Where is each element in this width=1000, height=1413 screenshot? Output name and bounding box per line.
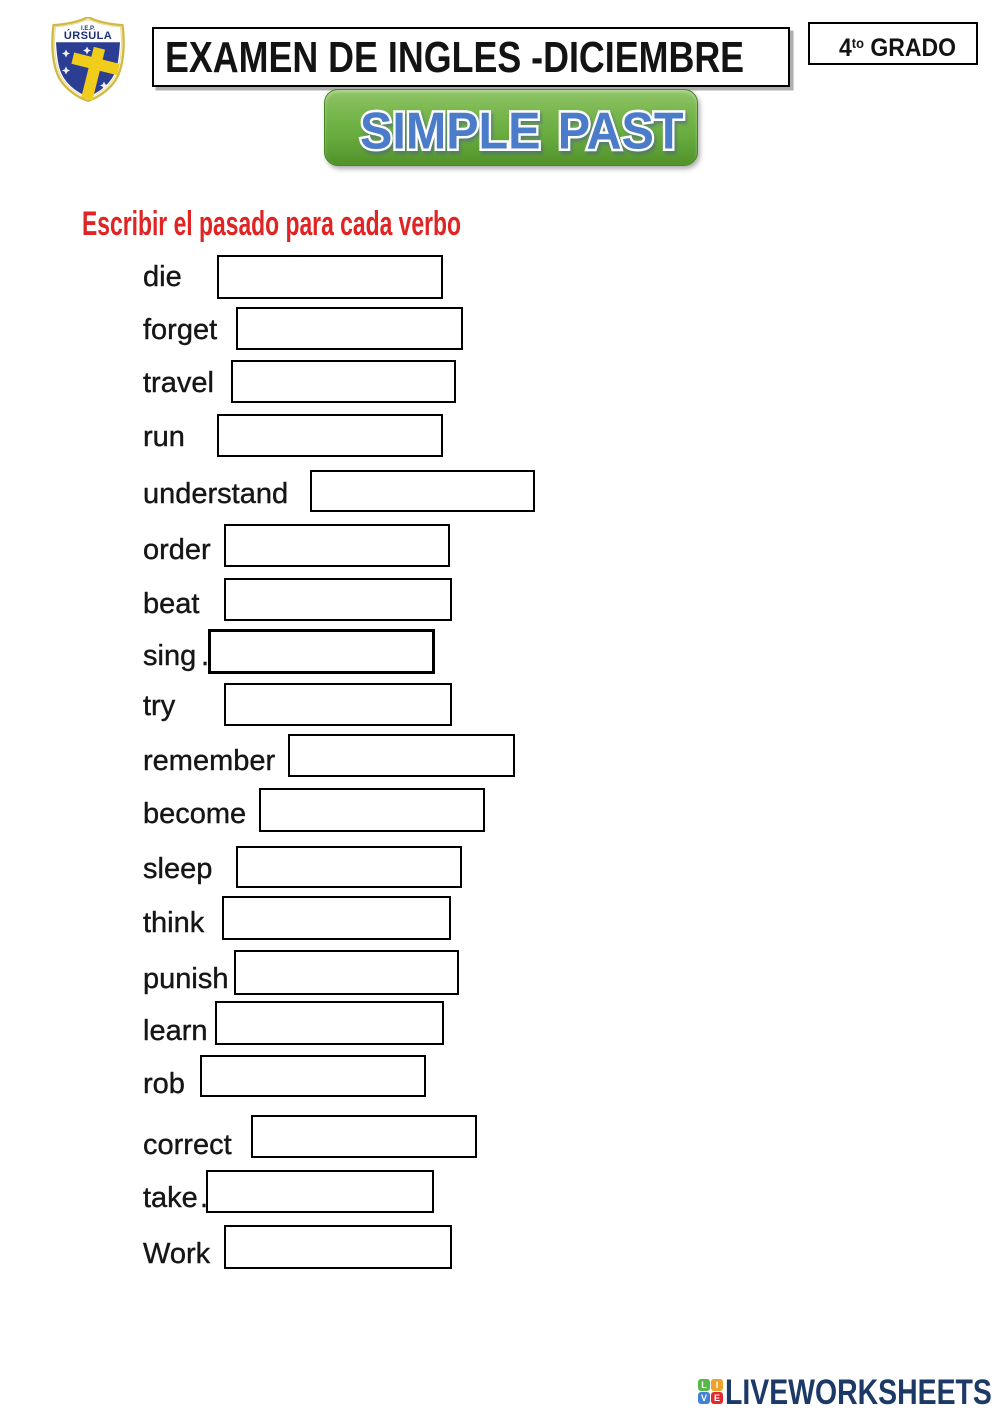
svg-text:ÚRSULA: ÚRSULA: [64, 29, 112, 42]
svg-text:SIMPLE PAST: SIMPLE PAST: [360, 101, 684, 160]
svg-text:I.E.P.: I.E.P.: [81, 26, 95, 32]
